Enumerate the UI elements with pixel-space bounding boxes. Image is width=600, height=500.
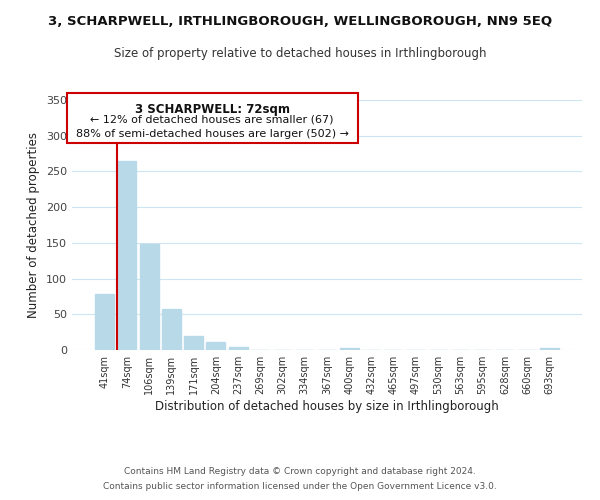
- Bar: [95, 294, 114, 350]
- Bar: [162, 310, 181, 350]
- Text: Size of property relative to detached houses in Irthlingborough: Size of property relative to detached ho…: [114, 48, 486, 60]
- Y-axis label: Number of detached properties: Number of detached properties: [28, 132, 40, 318]
- Bar: [206, 342, 225, 350]
- Text: 3, SCHARPWELL, IRTHLINGBOROUGH, WELLINGBOROUGH, NN9 5EQ: 3, SCHARPWELL, IRTHLINGBOROUGH, WELLINGB…: [48, 15, 552, 28]
- Bar: [184, 336, 203, 350]
- Bar: [340, 348, 359, 350]
- Text: Contains public sector information licensed under the Open Government Licence v3: Contains public sector information licen…: [103, 482, 497, 491]
- Text: 88% of semi-detached houses are larger (502) →: 88% of semi-detached houses are larger (…: [76, 128, 349, 138]
- Bar: [229, 347, 248, 350]
- Bar: [540, 348, 559, 350]
- Text: Contains HM Land Registry data © Crown copyright and database right 2024.: Contains HM Land Registry data © Crown c…: [124, 467, 476, 476]
- Text: ← 12% of detached houses are smaller (67): ← 12% of detached houses are smaller (67…: [91, 115, 334, 125]
- Bar: [140, 244, 158, 350]
- X-axis label: Distribution of detached houses by size in Irthlingborough: Distribution of detached houses by size …: [155, 400, 499, 413]
- FancyBboxPatch shape: [67, 92, 358, 142]
- Text: 3 SCHARPWELL: 72sqm: 3 SCHARPWELL: 72sqm: [135, 102, 290, 116]
- Bar: [118, 160, 136, 350]
